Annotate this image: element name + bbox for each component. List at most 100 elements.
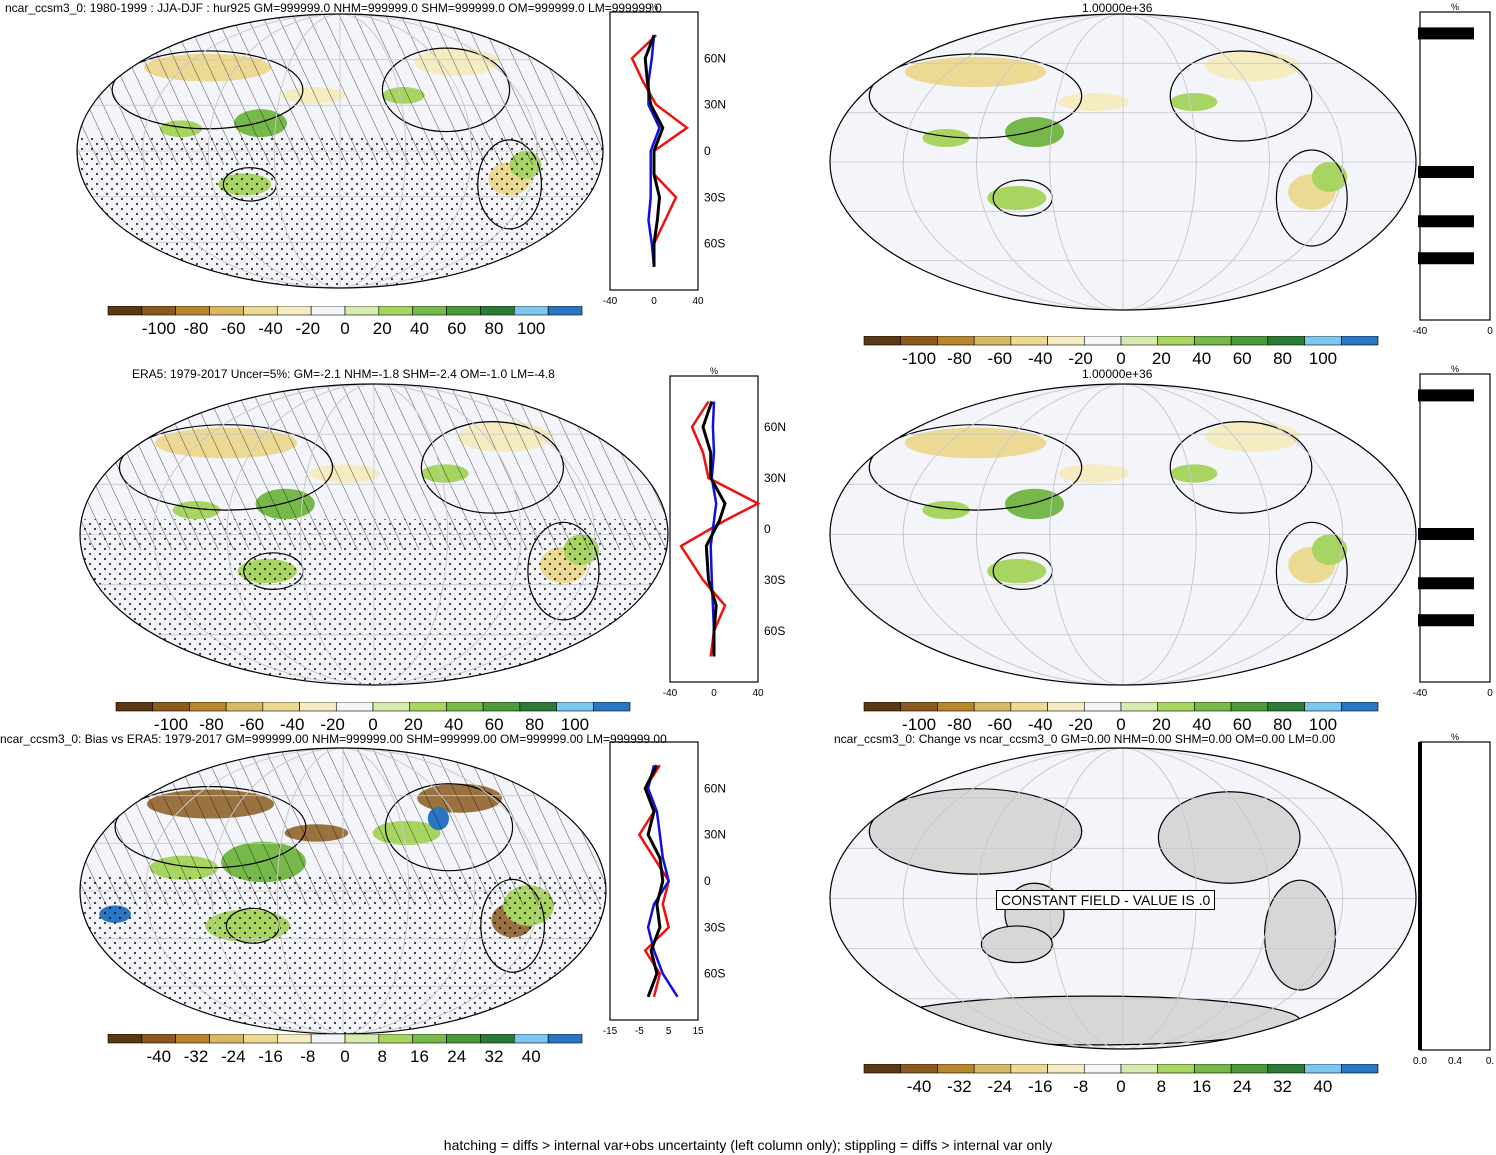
panel-c: ERA5: 1979-2017 Uncer=5%: GM=-2.1 NHM=-1…: [0, 362, 786, 737]
panel-e: ncar_ccsm3_0: Bias vs ERA5: 1979-2017 GM…: [0, 730, 748, 1080]
colorbar-swatch: [1230, 702, 1269, 712]
colorbar-tick-label: -80: [184, 319, 209, 338]
colorbar-swatch: [1157, 1064, 1195, 1074]
colorbar-tick-label: 24: [447, 1047, 466, 1066]
colorbar-swatch: [1267, 702, 1305, 712]
colorbar-tick-label: -40: [907, 1077, 932, 1096]
colorbar-tick-label: -20: [1068, 349, 1093, 368]
figure-footer: hatching = diffs > internal var+obs unce…: [443, 1137, 1053, 1153]
map-c: [79, 383, 669, 686]
colorbar-swatch: [480, 306, 515, 316]
latitude-label: 30N: [764, 471, 786, 485]
zonal-missing-band: [1418, 528, 1474, 540]
colorbar-tick-label: 80: [485, 319, 504, 338]
colorbar-swatch: [1083, 336, 1122, 346]
colorbar-tick-label: 8: [378, 1047, 387, 1066]
colorbar-tick-label: -80: [199, 715, 224, 734]
colorbar-swatch: [1047, 702, 1085, 712]
latitude-label: 30N: [704, 828, 726, 842]
colorbar-swatch: [519, 702, 557, 712]
panel-b: 1.00000e+36 % -40 0 -100 -80 -60 -40 -20 0 20 40 6…: [748, 0, 1496, 368]
map-b: [829, 13, 1417, 311]
zonal-unit-label: %: [1451, 364, 1459, 374]
zonal-x-tick-label: 0.: [1486, 1056, 1494, 1067]
zonal-x-tick-label: 0.0: [1413, 1056, 1427, 1067]
panel-f: ncar_ccsm3_0: Change vs ncar_ccsm3_0 GM=…: [748, 730, 1496, 1120]
colorbar-swatch: [1340, 1064, 1379, 1074]
colorbar-tick-label: 40: [1192, 715, 1211, 734]
colorbar-b: -100 -80 -60 -40 -20 0 20 40 60 80 100: [863, 336, 1379, 368]
colorbar-swatch: [446, 1034, 481, 1044]
zonal-x-tick-label: 0.4: [1448, 1056, 1462, 1067]
colorbar-tick-label: 80: [1273, 349, 1292, 368]
colorbar-tick-label: -8: [300, 1047, 315, 1066]
colorbar-tick-label: 0: [340, 319, 349, 338]
colorbar-tick-label: 0: [1116, 1077, 1125, 1096]
colorbar-swatch: [1157, 702, 1195, 712]
panel-a-title: ncar_ccsm3_0: 1980-1999 : JJA-DJF : hur9…: [5, 1, 662, 15]
colorbar-swatch: [547, 1034, 583, 1044]
colorbar-swatch: [1230, 336, 1269, 346]
colorbar-swatch: [900, 336, 938, 346]
colorbar-swatch: [1194, 336, 1232, 346]
zonal-unit-label: %: [710, 366, 718, 376]
colorbar-swatch: [1010, 336, 1048, 346]
colorbar-swatch: [1267, 336, 1305, 346]
zonal-x-tick-label: 40: [752, 688, 764, 699]
latitude-label: 60S: [704, 967, 725, 981]
latitude-label: 0: [704, 144, 711, 158]
zonal-x-tick-label: 15: [692, 1026, 704, 1037]
zonal-series-line: [630, 34, 690, 267]
zonal-missing-band: [1418, 389, 1474, 402]
map-a: [76, 13, 604, 289]
colorbar-tick-label: 20: [1152, 715, 1171, 734]
latitude-label: 60S: [704, 237, 725, 251]
colorbar-swatch: [243, 306, 278, 316]
zonal-x-tick-label: 5: [666, 1026, 672, 1037]
colorbar-tick-label: 60: [447, 319, 466, 338]
colorbar-tick-label: -60: [988, 349, 1013, 368]
colorbar-swatch: [335, 702, 374, 712]
colorbar-tick-label: 40: [1313, 1077, 1332, 1096]
zonal-x-tick-label: -40: [1413, 688, 1428, 699]
panel-e-title: ncar_ccsm3_0: Bias vs ERA5: 1979-2017 GM…: [0, 732, 667, 746]
colorbar-swatch: [1047, 1064, 1085, 1074]
zonal-plot-f: % 0.0 0.4 0.: [1413, 732, 1494, 1067]
zonal-missing-band: [1418, 252, 1474, 265]
zonal-x-tick-label: 0: [651, 296, 657, 307]
zonal-missing-band: [1418, 577, 1474, 590]
zonal-unit-label: %: [650, 2, 658, 12]
colorbar-swatch: [152, 702, 190, 712]
zonal-series-line: [643, 764, 665, 998]
colorbar-tick-label: -40: [146, 1047, 171, 1066]
colorbar-swatch: [973, 1064, 1012, 1074]
colorbar-swatch: [1340, 702, 1379, 712]
colorbar-tick-label: -20: [320, 715, 345, 734]
colorbar-tick-label: -40: [1028, 715, 1053, 734]
colorbar-a: -100 -80 -60 -40 -20 0 20 40 60 80 100: [107, 306, 583, 338]
map-d: [829, 383, 1417, 686]
colorbar-swatch: [1047, 336, 1085, 346]
colorbar-swatch: [299, 702, 337, 712]
zonal-unit-label: %: [1451, 2, 1459, 12]
colorbar-f: -40 -32 -24 -16 -8 0 8 16 24 32 40: [863, 1064, 1379, 1096]
colorbar-swatch: [209, 1034, 244, 1044]
colorbar-tick-label: -60: [221, 319, 246, 338]
colorbar-tick-label: 80: [525, 715, 544, 734]
latitude-label: 0: [764, 522, 771, 536]
latitude-label: 30S: [704, 920, 725, 934]
colorbar-swatch: [1120, 702, 1159, 712]
colorbar-tick-label: 60: [1233, 349, 1252, 368]
colorbar-swatch: [863, 336, 902, 346]
colorbar-tick-label: -80: [947, 715, 972, 734]
colorbar-swatch: [1304, 1064, 1342, 1074]
colorbar-swatch: [1194, 1064, 1232, 1074]
zonal-series-line: [709, 401, 718, 657]
latitude-label: 60N: [704, 51, 726, 65]
colorbar-tick-label: 20: [373, 319, 392, 338]
colorbar-swatch: [973, 336, 1012, 346]
colorbar-swatch: [547, 306, 583, 316]
latitude-label: 60N: [764, 420, 786, 434]
zonal-x-tick-label: 0: [711, 688, 717, 699]
colorbar-tick-label: 16: [1192, 1077, 1211, 1096]
